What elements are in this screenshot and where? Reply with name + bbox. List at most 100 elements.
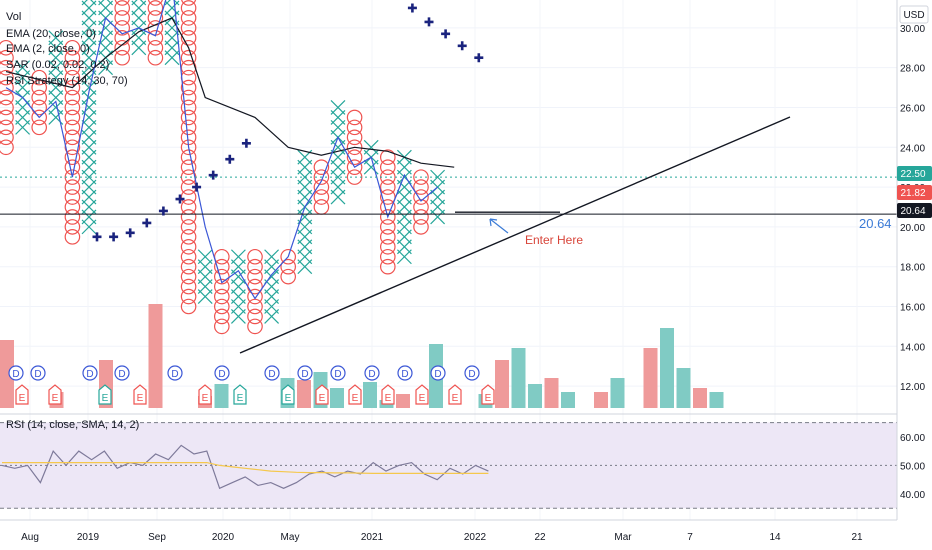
earnings-marker-label: E [19, 393, 26, 404]
price-tick-label: 20.00 [900, 223, 925, 234]
o-box [64, 109, 81, 126]
earnings-marker-label: E [52, 393, 59, 404]
time-tick-label: 2022 [464, 532, 487, 543]
o-box [181, 0, 197, 6]
o-box [180, 39, 197, 56]
ema2-line [5, 0, 438, 300]
o-box [31, 79, 47, 96]
o-box [379, 159, 396, 175]
earnings-marker [448, 384, 462, 405]
o-box [31, 99, 47, 116]
volume-bar [148, 304, 163, 408]
earnings-marker [415, 384, 429, 405]
o-box [180, 99, 197, 116]
o-box [379, 248, 396, 265]
dividend-marker [264, 365, 280, 381]
volume-bar [511, 348, 526, 408]
volume-bar [709, 392, 724, 408]
annotation-enter-here: Enter Here [525, 233, 583, 247]
sar-markers [92, 3, 484, 242]
x-box [330, 100, 346, 115]
earnings-marker-label: E [237, 393, 244, 404]
o-box [114, 10, 130, 26]
sar-marker [109, 232, 119, 242]
o-box [180, 0, 197, 16]
o-box [313, 189, 330, 205]
legend-sar[interactable]: SAR (0.02, 0.02, 0.2) [6, 59, 109, 71]
sar-marker [92, 232, 102, 242]
o-box [214, 308, 230, 325]
o-box [413, 179, 429, 195]
ema20-line [5, 17, 455, 168]
volume-bar [660, 328, 674, 408]
dividend-marker [167, 365, 183, 381]
o-box [64, 99, 81, 116]
o-box [214, 288, 230, 305]
dividend-marker [297, 365, 313, 381]
o-box [180, 30, 197, 46]
sar-marker [241, 138, 251, 148]
dividend-marker-label: D [301, 369, 308, 380]
o-box [147, 0, 163, 6]
price-tick-label: 26.00 [900, 103, 925, 114]
o-box [180, 119, 197, 136]
earnings-marker [133, 384, 147, 405]
o-box [114, 49, 130, 66]
o-box [214, 258, 230, 275]
o-box [379, 209, 396, 225]
legend-rsi-strategy[interactable]: RSI Strategy (14, 30, 70) [6, 75, 128, 87]
legend-ema2[interactable]: EMA (2, close, 0) [6, 43, 90, 55]
o-box [0, 39, 14, 56]
o-box [379, 258, 396, 275]
o-box [247, 258, 263, 275]
o-box [64, 79, 81, 96]
dividend-marker-label: D [268, 369, 275, 380]
rsi-legend[interactable]: RSI (14, close, SMA, 14, 2) [6, 419, 139, 431]
o-box [147, 30, 164, 46]
x-box [48, 30, 64, 46]
o-box [247, 308, 263, 325]
earnings-marker [381, 384, 395, 405]
earnings-marker-label: E [102, 393, 109, 404]
o-box [313, 159, 330, 175]
rsi-tick-label: 50.00 [900, 461, 925, 472]
o-box [147, 49, 164, 66]
o-box [64, 179, 81, 195]
x-box [131, 0, 147, 6]
o-box [180, 139, 197, 156]
o-box [180, 189, 197, 205]
o-box [379, 149, 396, 166]
o-box [64, 209, 81, 225]
price-tick-label: 12.00 [900, 382, 925, 393]
o-box [0, 79, 14, 96]
dividend-marker-label: D [118, 369, 125, 380]
legend-vol[interactable]: Vol [6, 11, 21, 23]
time-tick-label: 21 [851, 532, 863, 543]
earnings-marker-label: E [352, 393, 359, 404]
earnings-marker-label: E [202, 393, 209, 404]
dividend-marker [82, 365, 98, 381]
o-box [346, 159, 363, 175]
earnings-marker-label: E [385, 393, 392, 404]
x-box [363, 139, 379, 155]
o-box [346, 109, 363, 126]
o-box [31, 109, 47, 126]
o-box [180, 238, 197, 255]
o-box [64, 49, 81, 66]
o-box [180, 278, 197, 295]
price-tick-label: 30.00 [900, 24, 925, 35]
o-box [180, 268, 197, 285]
time-tick-label: 2021 [361, 532, 384, 543]
o-box [0, 129, 14, 146]
dividend-marker-label: D [368, 369, 375, 380]
legend-ema20[interactable]: EMA (20, close, 0) [6, 28, 96, 40]
pnf-columns [0, 0, 446, 335]
level-label: 20.64 [859, 216, 892, 231]
earnings-marker-label: E [137, 393, 144, 404]
dividend-earnings-markers: D E D E D E D E D E D E D E D E D E D E D E D E D E [8, 365, 495, 405]
volume-bar [0, 340, 14, 408]
currency-badge[interactable]: USD [899, 5, 929, 24]
sar-marker [474, 53, 484, 63]
dividend-marker [30, 365, 46, 381]
